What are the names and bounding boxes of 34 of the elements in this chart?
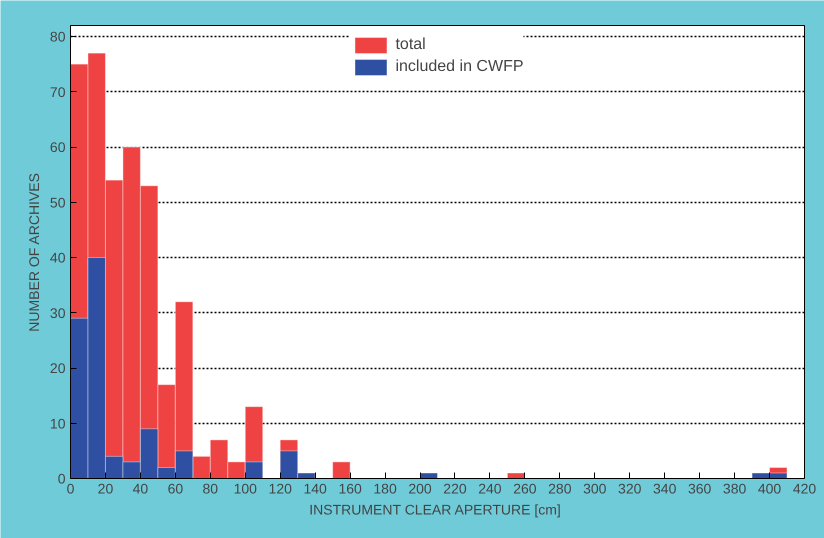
legend-label: included in CWFP	[395, 58, 524, 76]
x-tick-label: 20	[98, 480, 114, 496]
y-tick-label: 20	[50, 360, 66, 376]
x-tick-label: 320	[618, 480, 642, 496]
x-tick-label: 260	[513, 480, 537, 496]
x-tick-label: 280	[548, 480, 572, 496]
x-tick-label: 240	[478, 480, 502, 496]
y-tick-label: 70	[50, 84, 66, 100]
x-tick-label: 300	[583, 480, 607, 496]
x-tick-label: 40	[132, 480, 148, 496]
x-tick-label: 420	[792, 480, 816, 496]
y-axis-title: NUMBER OF ARCHIVES	[26, 173, 42, 332]
y-tick-label: 60	[50, 139, 66, 156]
x-axis-title: INSTRUMENT CLEAR APERTURE [cm]	[309, 502, 561, 518]
x-tick-label: 360	[688, 480, 712, 496]
x-tick-label: 180	[373, 480, 397, 496]
y-tick-label: 30	[50, 304, 66, 321]
x-tick-label: 200	[408, 480, 432, 496]
x-tick-label: 340	[653, 480, 677, 496]
x-tick-label: 80	[202, 480, 218, 496]
y-tick-label: 10	[50, 415, 66, 432]
x-tick-label: 120	[268, 480, 292, 496]
x-tick-label: 380	[722, 480, 746, 496]
y-tick-label: 0	[58, 470, 66, 486]
y-tick-label: 80	[50, 28, 66, 45]
legend-label: total	[395, 36, 426, 54]
x-tick-label: 60	[168, 480, 184, 496]
y-tick-label: 50	[50, 194, 66, 210]
y-tick-label: 40	[50, 250, 66, 266]
x-tick-label: 100	[234, 480, 258, 496]
x-tick-label: 220	[443, 480, 467, 496]
x-tick-label: 160	[338, 480, 362, 496]
x-tick-label: 140	[303, 480, 328, 496]
x-tick-label: 400	[758, 480, 782, 496]
